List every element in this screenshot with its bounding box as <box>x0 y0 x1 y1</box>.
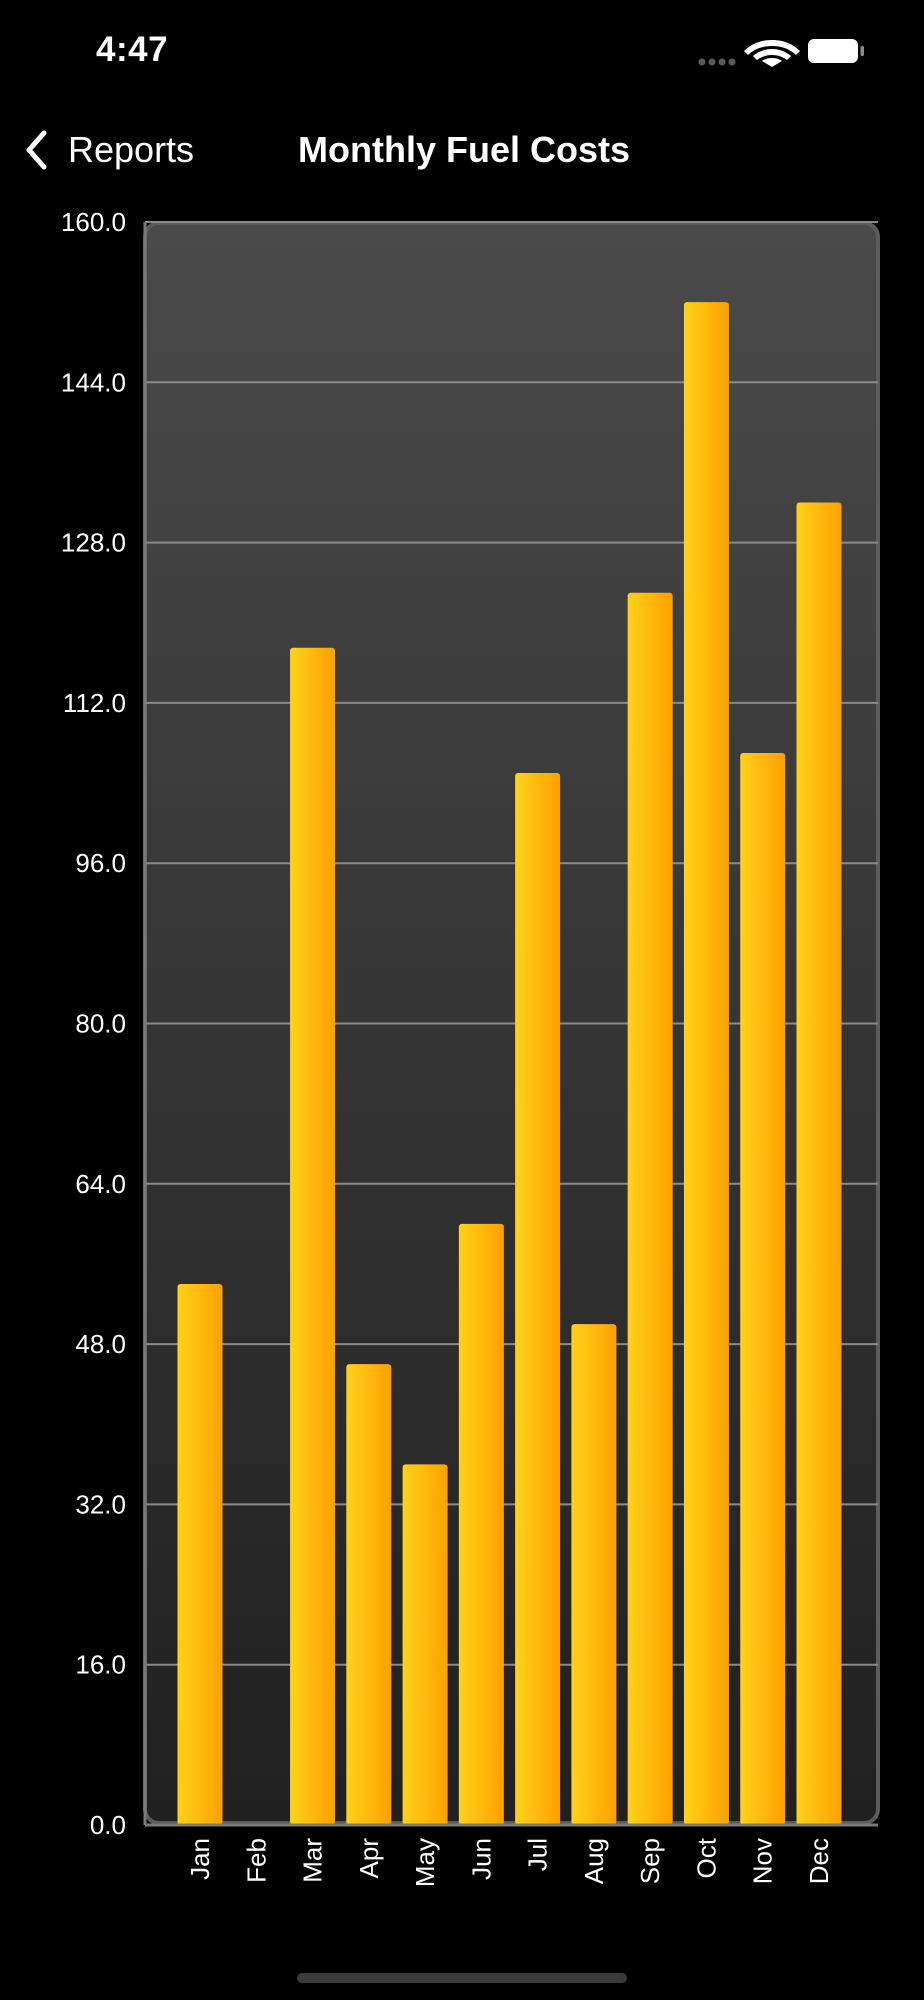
y-tick-labels: 0.0 16.0 32.0 48.0 64.0 80.0 96.0 112.0 128.0 144… <box>61 207 126 1840</box>
y-tick-label: 80.0 <box>75 1009 126 1039</box>
bar-jul <box>515 773 561 1825</box>
bar-apr <box>346 1364 392 1825</box>
page-title: Monthly Fuel Costs <box>298 129 630 170</box>
y-tick-label: 0.0 <box>90 1810 126 1840</box>
bar-jun <box>458 1223 504 1825</box>
chevron-left-icon <box>26 130 47 170</box>
bar-jan <box>177 1283 223 1825</box>
x-tick-label: Dec <box>804 1838 834 1884</box>
x-tick-label: Jul <box>523 1838 553 1871</box>
chart-svg: 0.0 16.0 32.0 48.0 64.0 80.0 96.0 112.0 128.0 144… <box>61 207 880 1887</box>
y-tick-label: 32.0 <box>75 1489 126 1519</box>
status-icons <box>698 39 864 67</box>
home-indicator <box>297 1973 627 1983</box>
x-tick-label: Jan <box>185 1838 215 1880</box>
back-button[interactable]: Reports <box>24 126 194 174</box>
x-tick-label: Oct <box>691 1837 721 1878</box>
y-tick-label: 48.0 <box>75 1329 126 1359</box>
x-tick-label: Mar <box>298 1838 328 1883</box>
x-tick-label: Sep <box>635 1838 665 1884</box>
y-tick-label: 16.0 <box>75 1650 126 1680</box>
bar-chart: 0.0 16.0 32.0 48.0 64.0 80.0 96.0 112.0 128.0 144… <box>0 190 924 1910</box>
x-tick-label: Nov <box>748 1838 778 1884</box>
gridlines <box>145 221 878 1666</box>
y-tick-label: 64.0 <box>75 1169 126 1199</box>
x-tick-label: May <box>410 1838 440 1887</box>
bar-sep <box>627 592 673 1825</box>
bar-aug <box>571 1324 617 1825</box>
x-tick-label: Aug <box>579 1838 609 1884</box>
y-tick-label: 144.0 <box>61 367 126 397</box>
bar-oct <box>683 302 729 1825</box>
status-bar: 4:47 <box>0 0 924 100</box>
y-tick-label: 128.0 <box>61 528 126 558</box>
navigation-bar: Reports Monthly Fuel Costs <box>0 110 924 190</box>
bar-mar <box>290 647 336 1825</box>
x-tick-label: Feb <box>241 1838 271 1883</box>
status-time: 4:47 <box>96 30 169 69</box>
cellular-signal-icon <box>698 58 736 66</box>
bars <box>177 302 842 1825</box>
wifi-icon <box>744 40 800 67</box>
x-tick-label: Jun <box>466 1838 496 1880</box>
x-tick-label: Apr <box>354 1838 384 1879</box>
bar-nov <box>740 752 786 1825</box>
bar-may <box>402 1464 448 1825</box>
y-tick-label: 112.0 <box>63 688 126 718</box>
y-tick-label: 160.0 <box>61 207 126 237</box>
y-tick-label: 96.0 <box>75 848 126 878</box>
x-tick-labels: Jan Feb Mar Apr May Jun Jul Aug Sep Oct Nov Dec <box>185 1837 834 1887</box>
bar-dec <box>796 502 842 1825</box>
back-label: Reports <box>68 129 195 170</box>
battery-icon <box>808 39 864 63</box>
